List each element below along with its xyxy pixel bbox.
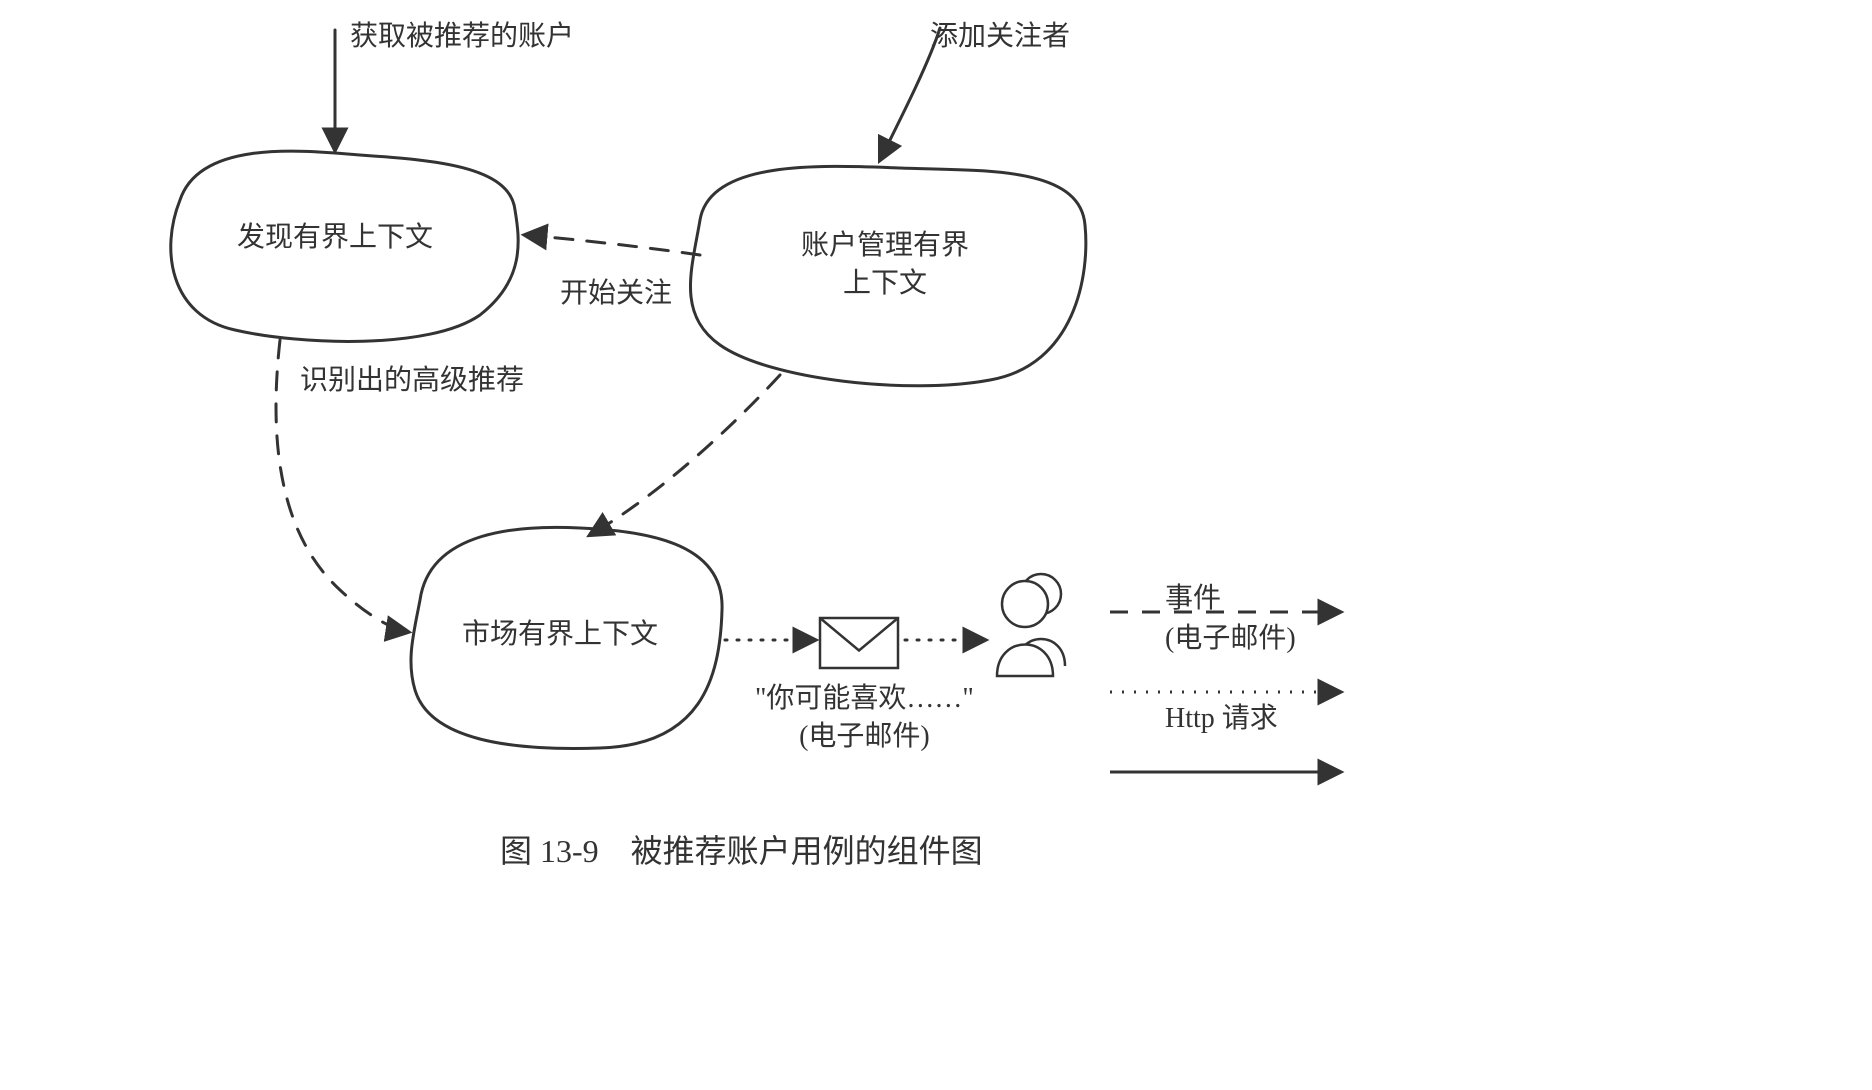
edge-label-a1_get_recommended: 获取被推荐的账户 [350, 18, 574, 56]
edge-label-a2_add_follower: 添加关注者 [930, 18, 1070, 56]
node-label-discovery: 发现有界上下文 [237, 219, 433, 257]
legend-label-0: 事件 [1165, 580, 1221, 618]
edge-a3_begin_follow [525, 235, 700, 255]
mail-icon [820, 618, 898, 668]
edge-label-a4_premium_rec: 识别出的高级推荐 [300, 362, 524, 400]
edge-label-a3_begin_follow: 开始关注 [560, 275, 672, 313]
node-label-account: 账户管理有界 上下文 [801, 227, 969, 303]
mail-label: "你可能喜欢……" (电子邮件) [755, 680, 974, 756]
mail-icon-flap [820, 618, 898, 651]
legend-label-3: Http 请求 [1165, 700, 1278, 738]
user-icon [997, 574, 1065, 676]
figure-caption: 图 13-9 被推荐账户用例的组件图 [500, 830, 983, 873]
node-label-market: 市场有界上下文 [462, 616, 658, 654]
diagram-svg [0, 0, 1872, 1090]
legend-label-1: (电子邮件) [1165, 620, 1296, 658]
edge-a5_account_to_market [590, 375, 780, 535]
diagram-stage: 发现有界上下文 账户管理有界 上下文市场有界上下文 获取被推荐的账户 添加关注者开始关… [0, 0, 1872, 1090]
